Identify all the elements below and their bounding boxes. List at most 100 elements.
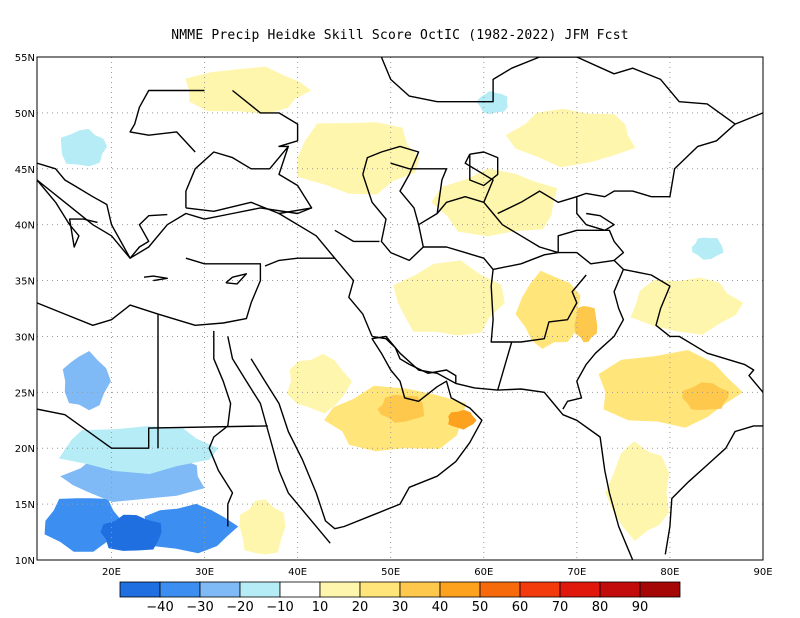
region-india-orange	[682, 382, 729, 410]
region-arabia-west-yellow	[287, 353, 352, 414]
line-crete	[143, 275, 168, 282]
lon-tick-label: 30E	[195, 567, 214, 578]
line-med-south	[37, 257, 262, 326]
lat-tick-label: 50N	[15, 109, 35, 120]
lon-tick-label: 90E	[753, 567, 772, 578]
colorbar-bin	[439, 581, 481, 598]
region-pakistan-yellow	[515, 270, 581, 349]
line-borders-2	[37, 408, 268, 449]
region-central-asia-yellow	[431, 168, 558, 237]
skill-score-fill-layer	[44, 66, 744, 555]
lat-tick-label: 30N	[15, 332, 35, 343]
colorbar-label: 90	[632, 600, 649, 615]
lat-tick-label: 20N	[15, 444, 35, 455]
region-sudan-yellow	[239, 499, 286, 555]
line-red-sea-west	[227, 336, 331, 544]
colorbar-label: 80	[592, 600, 609, 615]
line-balkans	[37, 162, 168, 259]
region-sahara-blue-2	[141, 503, 239, 554]
colorbar-bin	[319, 581, 361, 598]
lat-tick-label: 10N	[15, 556, 35, 567]
region-arabia-orange	[377, 394, 425, 423]
line-borders-15	[557, 229, 625, 261]
region-pakistan-orange	[574, 306, 598, 343]
lon-tick-label: 40E	[288, 567, 307, 578]
region-balkans-cyan	[61, 128, 108, 167]
lon-tick-label: 70E	[567, 567, 586, 578]
lon-tick-label: 20E	[102, 567, 121, 578]
lon-tick-label: 60E	[474, 567, 493, 578]
line-borders-12	[464, 153, 494, 203]
latitude-labels: 10N 15N 20N 25N 30N 35N 40N 45N 50N 55N	[15, 53, 35, 567]
line-borders-16	[232, 89, 299, 148]
line-borders-6	[423, 246, 513, 391]
line-borders-9	[623, 268, 763, 393]
lat-tick-label: 25N	[15, 388, 35, 399]
region-oman-orange	[448, 409, 477, 430]
colorbar-bin	[159, 581, 201, 598]
line-borders-7	[492, 251, 625, 410]
lat-tick-label: 45N	[15, 165, 35, 176]
region-iran-yellow	[393, 260, 505, 336]
region-caspian-yellow	[297, 122, 420, 195]
region-russia-yellow	[185, 66, 312, 114]
colorbar-label: 60	[512, 600, 529, 615]
line-borders-8	[511, 274, 587, 343]
colorbar-label: 40	[432, 600, 449, 615]
colorbar-bin	[519, 581, 561, 598]
line-italy	[37, 179, 98, 248]
chart-title: NMME Precip Heidke Skill Score OctIC (19…	[171, 28, 629, 43]
line-caspian	[362, 145, 424, 262]
colorbar-label: −30	[186, 600, 213, 615]
colorbar	[119, 581, 681, 598]
colorbar-labels: −40 −30 −20 −10 10 20 30 40 50 60 70 80 90	[146, 600, 648, 615]
colorbar-bin	[279, 581, 321, 598]
line-borders-4	[334, 257, 373, 337]
lat-tick-label: 35N	[15, 277, 35, 288]
colorbar-label: 70	[552, 600, 569, 615]
longitude-labels: 20E 30E 40E 50E 60E 70E 80E 90E	[102, 567, 773, 578]
region-india-south-yellow	[605, 441, 670, 541]
region-libya-cyan	[62, 351, 111, 411]
region-sahara-blue	[44, 498, 123, 552]
lat-tick-label: 40N	[15, 221, 35, 232]
colorbar-bin	[199, 581, 241, 598]
line-borders-3	[264, 212, 336, 267]
line-mediterranean-north	[37, 179, 312, 259]
line-borders-10	[418, 196, 559, 254]
colorbar-bin	[239, 581, 281, 598]
line-red-sea-east	[250, 335, 634, 560]
colorbar-label: −20	[226, 600, 253, 615]
colorbar-label: 50	[472, 600, 489, 615]
region-kazakh-yellow	[505, 108, 636, 168]
colorbar-bin	[359, 581, 401, 598]
region-tibet-yellow	[630, 277, 744, 335]
colorbar-bin	[479, 581, 521, 598]
line-borders-19	[539, 57, 736, 125]
colorbar-label: −40	[146, 600, 173, 615]
colorbar-bin	[639, 581, 681, 598]
lat-tick-label: 15N	[15, 500, 35, 511]
colorbar-bin	[559, 581, 601, 598]
line-cyprus	[225, 273, 248, 285]
colorbar-label: −10	[266, 600, 293, 615]
region-sahara-blue-3	[100, 514, 162, 551]
line-nile	[208, 330, 234, 527]
lat-tick-label: 55N	[15, 53, 35, 64]
lon-tick-label: 50E	[381, 567, 400, 578]
line-persian-gulf-north	[371, 335, 457, 384]
lon-tick-label: 80E	[660, 567, 679, 578]
region-china-cyan	[691, 237, 724, 260]
line-aral	[469, 151, 499, 187]
line-borders-11	[390, 162, 448, 214]
line-borders-18	[380, 57, 540, 103]
region-sahara-cyan	[59, 426, 219, 474]
colorbar-label: 30	[392, 600, 409, 615]
line-india-east	[664, 425, 763, 555]
line-borders-5	[334, 229, 380, 243]
colorbar-label: 20	[352, 600, 369, 615]
map-frame	[36, 56, 764, 561]
line-borders-13	[497, 112, 763, 215]
colorbar-label: 10	[312, 600, 329, 615]
line-borders-17	[129, 89, 205, 153]
